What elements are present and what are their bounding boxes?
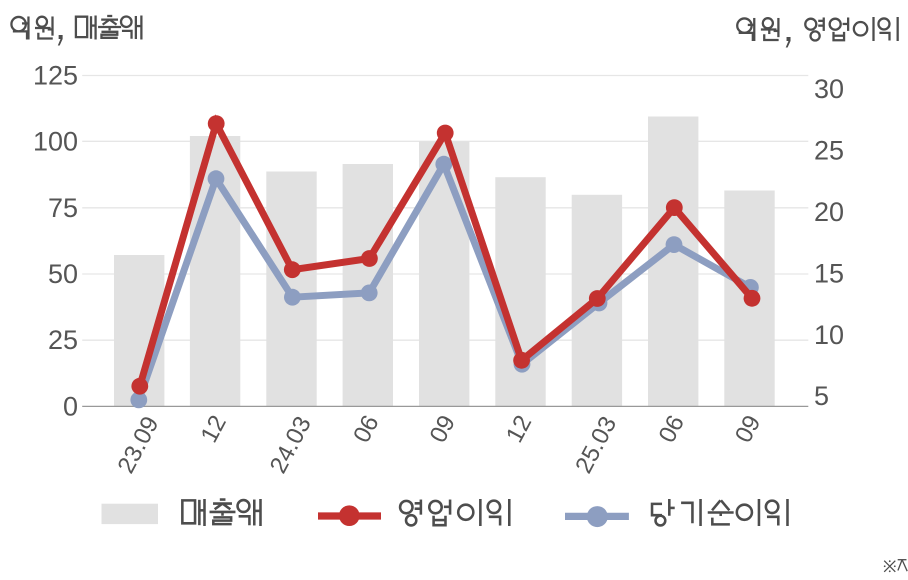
svg-text:125: 125 bbox=[33, 61, 78, 91]
svg-text:50: 50 bbox=[48, 259, 78, 289]
svg-text:25: 25 bbox=[48, 325, 78, 355]
svg-text:5: 5 bbox=[814, 381, 829, 411]
svg-text:30: 30 bbox=[814, 74, 844, 104]
svg-text:15: 15 bbox=[814, 258, 844, 288]
svg-text:75: 75 bbox=[48, 193, 78, 223]
svg-text:0: 0 bbox=[63, 391, 78, 421]
svg-text:20: 20 bbox=[814, 197, 844, 227]
svg-text:100: 100 bbox=[33, 126, 78, 156]
svg-text:25: 25 bbox=[814, 136, 844, 166]
svg-text:10: 10 bbox=[814, 320, 844, 350]
